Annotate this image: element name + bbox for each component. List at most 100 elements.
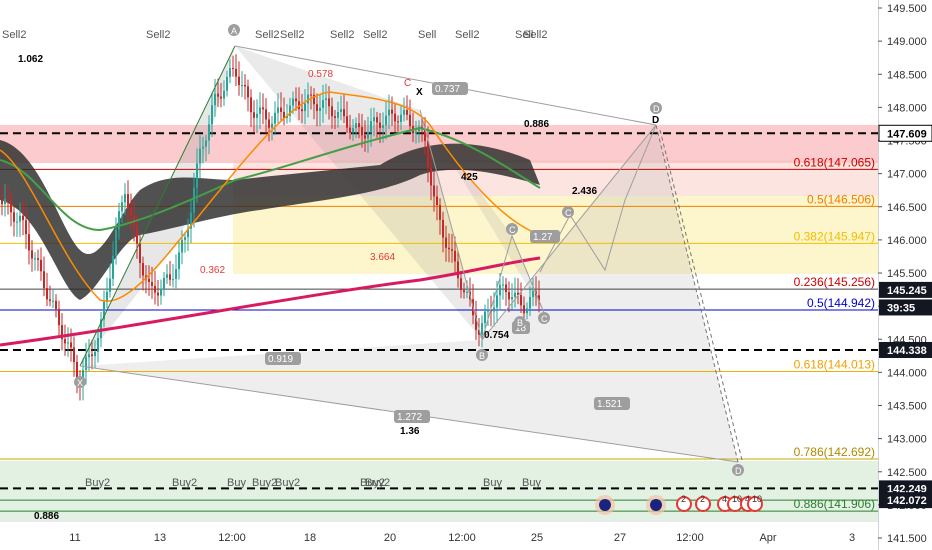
candle-body: [493, 307, 495, 312]
candle-body: [436, 196, 438, 206]
candle-body: [538, 295, 540, 301]
sell-signal-label: Sell2: [255, 29, 279, 41]
candle-body: [196, 163, 198, 188]
candle-body: [169, 274, 171, 280]
candle-body: [64, 339, 66, 344]
candle-body: [97, 338, 99, 352]
time-tick-label: 18: [304, 532, 316, 544]
candle-body: [508, 292, 510, 300]
candle-body: [109, 278, 111, 292]
ma-50-line: [0, 91, 541, 302]
candle-body: [304, 103, 306, 112]
candle-body: [517, 292, 519, 296]
candle-body: [223, 90, 225, 99]
candle-body: [424, 129, 426, 142]
candle-body: [439, 205, 441, 220]
candle-body: [274, 112, 276, 124]
candle-body: [262, 107, 264, 110]
candle-body: [379, 122, 381, 128]
candle-body: [211, 105, 213, 125]
candle-body: [73, 347, 75, 363]
candle-body: [88, 354, 90, 358]
candle-body: [172, 279, 174, 281]
harmonic-triangle-4: [482, 125, 738, 462]
event-marker: [695, 496, 711, 512]
candle-body: [442, 219, 444, 238]
candle-body: [385, 115, 387, 126]
candle-body: [451, 249, 453, 251]
ratio-pill-bg: [530, 230, 560, 243]
candle-body: [388, 109, 390, 116]
time-tick-label: 20: [384, 532, 396, 544]
ratio-pill-bg: [432, 82, 468, 95]
candle-body: [319, 107, 321, 111]
candle-body: [175, 269, 177, 280]
pattern-point-marker: [562, 206, 574, 218]
candle-body: [154, 285, 156, 293]
time-tick-label: 12:00: [218, 532, 246, 544]
candle-body: [292, 98, 294, 106]
candle-body: [406, 110, 408, 115]
candle-body: [220, 96, 222, 99]
candle-body: [376, 117, 378, 123]
candle-body: [397, 121, 399, 123]
candle-body: [460, 278, 462, 291]
candle-body: [259, 107, 261, 114]
candle-body: [46, 288, 48, 300]
time-tick-label: 12:00: [676, 532, 704, 544]
pattern-point-label: C: [541, 314, 548, 324]
annotation-label: X: [416, 87, 423, 98]
candle-body: [19, 215, 21, 222]
candle-body: [529, 296, 531, 309]
candle-body: [10, 201, 12, 213]
candle-body: [355, 123, 357, 129]
candle-body: [184, 237, 186, 240]
event-marker-label: 2: [681, 494, 686, 504]
candle-body: [103, 301, 105, 320]
ratio-pill-label: 18: [515, 323, 527, 334]
price-axis[interactable]: [878, 0, 932, 550]
candle-body: [334, 116, 336, 118]
candle-body: [481, 323, 483, 335]
candle-body: [34, 258, 36, 260]
candle-body: [325, 98, 327, 101]
fib-level-label: 0.886(141.906): [794, 497, 875, 511]
fib-level-label: 0.236(145.256): [794, 275, 875, 289]
candle-body: [487, 309, 489, 312]
pattern-point-label: C: [565, 208, 572, 218]
buy-signal-label: Buy: [522, 477, 541, 489]
candle-body: [520, 295, 522, 306]
candle-body: [295, 98, 297, 102]
candle-body: [352, 128, 354, 133]
pattern-point-label: B: [517, 318, 523, 328]
buy-signal-label: Buy: [483, 477, 502, 489]
candle-body: [268, 119, 270, 128]
candle-body: [139, 243, 141, 264]
candle-body: [142, 263, 144, 276]
candle-body: [331, 106, 333, 117]
uk-flag-icon: [599, 499, 611, 511]
candle-body: [265, 109, 267, 120]
candle-body: [217, 93, 219, 97]
annotation-label: 0.362: [200, 265, 225, 276]
candle-body: [277, 107, 279, 113]
sell-signal-label: Sell: [515, 29, 533, 41]
annotation-label: 3.664: [370, 252, 395, 263]
xa-leg-line: [79, 45, 236, 367]
projection-line: [655, 124, 739, 463]
candle-body: [298, 101, 300, 110]
candle-body: [313, 94, 315, 105]
candle-body: [205, 140, 207, 147]
candle-body: [58, 308, 60, 326]
fib-level-label: 0.5(146.506): [807, 192, 875, 206]
buy-signal-label: Buy2: [365, 477, 390, 489]
candle-body: [43, 271, 45, 289]
candle-body: [400, 114, 402, 122]
candle-body: [37, 258, 39, 260]
event-marker: [676, 496, 692, 512]
annotation-label: 2.436: [572, 186, 597, 197]
candle-body: [106, 291, 108, 302]
candle-body: [457, 261, 459, 279]
